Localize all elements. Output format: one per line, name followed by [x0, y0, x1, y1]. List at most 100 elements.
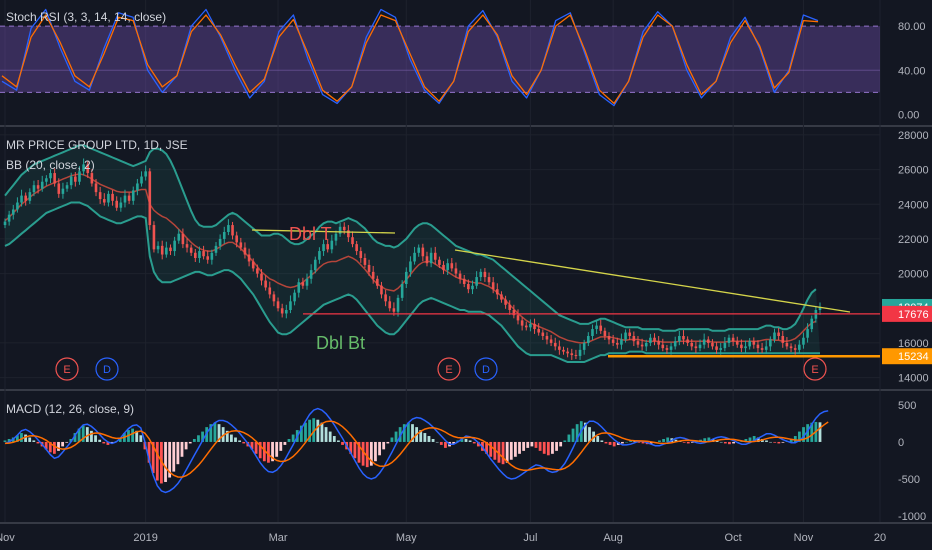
candle[interactable]	[777, 332, 780, 336]
macd-histogram-bar[interactable]	[406, 422, 410, 442]
signal-line[interactable]	[4, 420, 829, 478]
macd-histogram-bar[interactable]	[588, 427, 591, 442]
candle[interactable]	[421, 247, 425, 257]
candle[interactable]	[756, 344, 760, 349]
macd-histogram-bar[interactable]	[818, 422, 822, 442]
macd-histogram-bar[interactable]	[147, 441, 151, 463]
candle[interactable]	[632, 336, 636, 342]
candle[interactable]	[541, 332, 545, 336]
candle[interactable]	[748, 341, 751, 347]
macd-histogram-bar[interactable]	[131, 428, 135, 442]
macd-histogram-bar[interactable]	[423, 433, 427, 442]
candle[interactable]	[508, 304, 512, 310]
candle[interactable]	[409, 261, 412, 272]
candle[interactable]	[450, 263, 454, 269]
candle[interactable]	[640, 344, 644, 347]
candle[interactable]	[396, 297, 400, 312]
candle[interactable]	[289, 301, 292, 310]
candle[interactable]	[417, 247, 421, 253]
candle[interactable]	[636, 341, 640, 345]
candle[interactable]	[305, 278, 309, 286]
macd-histogram-bar[interactable]	[555, 441, 558, 451]
candle[interactable]	[438, 259, 441, 265]
candle[interactable]	[442, 264, 445, 271]
macd-histogram-bar[interactable]	[752, 436, 756, 442]
macd-histogram-bar[interactable]	[427, 436, 431, 442]
macd-histogram-bar[interactable]	[419, 430, 423, 442]
macd-histogram-bar[interactable]	[649, 441, 653, 444]
macd-histogram-bar[interactable]	[596, 436, 600, 442]
macd-histogram-bar[interactable]	[28, 437, 32, 442]
macd-histogram-bar[interactable]	[234, 437, 237, 442]
macd-histogram-bar[interactable]	[48, 441, 52, 453]
candle[interactable]	[657, 341, 660, 345]
candle[interactable]	[644, 342, 648, 347]
candle[interactable]	[181, 233, 185, 245]
candle[interactable]	[45, 178, 48, 182]
candle[interactable]	[260, 273, 263, 281]
candle[interactable]	[802, 337, 805, 345]
macd-histogram-bar[interactable]	[810, 422, 814, 442]
candle[interactable]	[723, 342, 727, 349]
macd-histogram-bar[interactable]	[744, 438, 748, 442]
candle[interactable]	[131, 190, 135, 201]
macd-histogram-bar[interactable]	[505, 441, 509, 463]
candle[interactable]	[359, 251, 363, 258]
candle[interactable]	[264, 280, 267, 288]
macd-histogram-bar[interactable]	[304, 422, 307, 442]
candle[interactable]	[512, 310, 516, 316]
macd-histogram-bar[interactable]	[65, 441, 69, 443]
macd-histogram-bar[interactable]	[464, 438, 468, 442]
macd-histogram-bar[interactable]	[324, 427, 328, 442]
candle[interactable]	[673, 341, 677, 347]
macd-histogram-bar[interactable]	[353, 441, 357, 459]
bollinger-lower-band[interactable]	[4, 201, 820, 363]
candle[interactable]	[57, 183, 61, 194]
candle[interactable]	[496, 289, 499, 295]
candle[interactable]	[467, 284, 470, 290]
candle[interactable]	[218, 238, 222, 246]
macd-histogram-bar[interactable]	[530, 441, 534, 447]
macd-histogram-bar[interactable]	[806, 424, 810, 442]
candle[interactable]	[16, 202, 19, 210]
candle[interactable]	[297, 282, 301, 293]
candle[interactable]	[173, 240, 176, 252]
candle[interactable]	[111, 193, 114, 201]
macd-histogram-bar[interactable]	[81, 425, 85, 442]
candle[interactable]	[653, 337, 656, 342]
macd-histogram-bar[interactable]	[102, 441, 106, 444]
candle[interactable]	[607, 336, 611, 340]
candle[interactable]	[719, 348, 723, 350]
macd-histogram-bar[interactable]	[682, 441, 686, 443]
candle[interactable]	[789, 346, 793, 349]
candle[interactable]	[566, 351, 569, 354]
macd-histogram-bar[interactable]	[332, 436, 336, 442]
macd-histogram-bar[interactable]	[769, 441, 773, 443]
candle[interactable]	[413, 252, 416, 262]
candle[interactable]	[727, 337, 731, 343]
candle[interactable]	[773, 332, 776, 340]
dividend-event-marker[interactable]	[95, 357, 119, 381]
macd-histogram-bar[interactable]	[723, 441, 727, 444]
candle[interactable]	[326, 244, 329, 250]
candle[interactable]	[342, 226, 346, 231]
candle[interactable]	[818, 306, 822, 310]
macd-histogram-bar[interactable]	[94, 435, 97, 442]
candle[interactable]	[711, 342, 714, 347]
macd-histogram-bar[interactable]	[24, 434, 27, 442]
candle[interactable]	[169, 247, 172, 252]
candle[interactable]	[587, 336, 590, 343]
macd-histogram-bar[interactable]	[209, 424, 213, 442]
candle[interactable]	[487, 277, 491, 283]
candle[interactable]	[239, 242, 243, 248]
candle[interactable]	[744, 346, 747, 349]
candle[interactable]	[781, 336, 785, 343]
macd-histogram-bar[interactable]	[658, 440, 661, 442]
candle[interactable]	[698, 344, 702, 349]
candle[interactable]	[251, 261, 255, 269]
candle[interactable]	[665, 348, 669, 350]
macd-histogram-bar[interactable]	[176, 441, 180, 465]
candle[interactable]	[69, 176, 73, 186]
candle[interactable]	[649, 337, 652, 343]
